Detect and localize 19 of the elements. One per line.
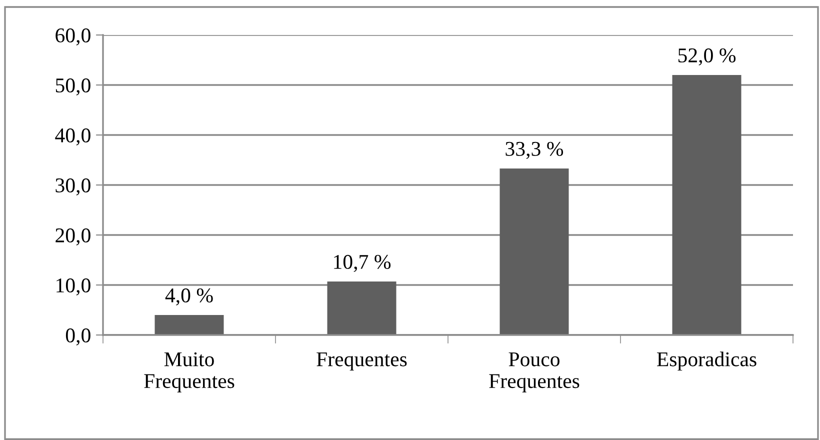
- y-tick-label: 30,0: [56, 178, 90, 196]
- x-tick-label: Frequentes: [316, 352, 407, 371]
- x-tick-label: Pouco Frequentes: [489, 352, 580, 392]
- y-tick-label: 0,0: [66, 328, 90, 346]
- bar: [327, 282, 396, 335]
- y-tick-label: 40,0: [55, 128, 90, 146]
- x-tick-label: Esporadicas: [657, 352, 756, 371]
- y-tick-label: 10,0: [56, 278, 90, 296]
- y-tick-label: 50,0: [56, 78, 90, 96]
- bar: [672, 75, 742, 335]
- data-label: 52,0 %: [678, 48, 736, 66]
- data-label: 10,7 %: [334, 254, 391, 272]
- bar: [154, 315, 224, 335]
- data-label: 33,3 %: [506, 142, 564, 159]
- x-tick-label: Muito Frequentes: [144, 352, 234, 392]
- bar: [500, 168, 569, 335]
- y-tick-label: 20,0: [56, 228, 90, 246]
- data-label: 4,0 %: [165, 288, 213, 306]
- y-tick-label: 60,0: [56, 28, 90, 46]
